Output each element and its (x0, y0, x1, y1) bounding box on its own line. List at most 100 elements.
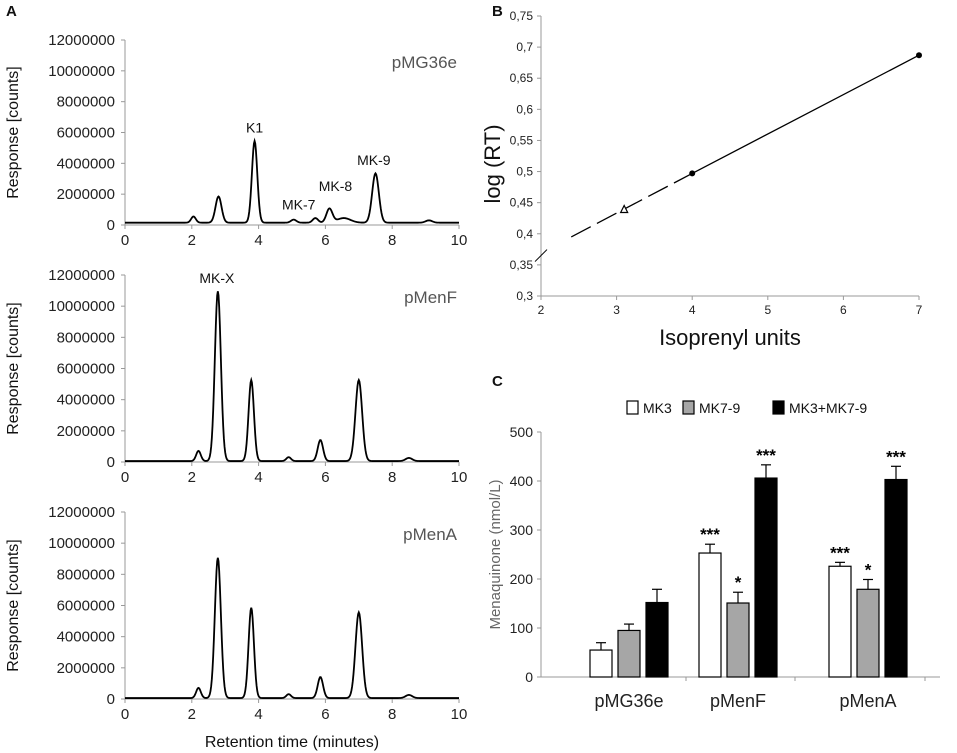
peak-label: MK-9 (357, 152, 391, 168)
x-tick-label: 2 (538, 303, 545, 317)
y-tick-label: 4000000 (57, 155, 115, 172)
x-tick-label: 0 (121, 232, 129, 249)
x-tick-label: 6 (321, 232, 329, 249)
panel-letter-a: A (6, 3, 17, 20)
x-tick-label: 0 (121, 706, 129, 723)
category-label: pMG36e (594, 691, 663, 711)
y-tick-label: 0,6 (516, 102, 533, 116)
y-tick-label: 0,75 (510, 9, 534, 23)
legend-label: MK3 (643, 400, 672, 416)
bar (828, 565, 852, 678)
y-tick-label: 100 (510, 620, 534, 636)
significance-label: *** (886, 447, 906, 466)
x-axis-title: Retention time (minutes) (205, 734, 379, 751)
chromatogram-pmena: 0 2000000 4000000 6000000 8000000 10000000 120… (5, 504, 467, 751)
y-tick-label: 0 (107, 454, 115, 471)
y-tick-label: 0,55 (510, 133, 534, 147)
legend-swatch (682, 400, 695, 415)
y-tick-label: 12000000 (48, 32, 115, 49)
bar (589, 649, 613, 678)
peak-label: MK-7 (282, 197, 316, 213)
chromatogram-pmg36e: 0 2000000 4000000 6000000 8000000 10000000 120… (5, 32, 467, 249)
x-tick-label: 6 (321, 469, 329, 486)
x-tick-label: 10 (451, 232, 468, 249)
x-tick-label: 4 (689, 303, 696, 317)
y-axis-title: Menaquinone (nmol/L) (487, 479, 504, 629)
panel-letter-b: B (492, 3, 503, 20)
x-tick-label: 4 (254, 232, 262, 249)
data-point (689, 170, 696, 177)
bar (884, 478, 908, 678)
x-tick-label: 6 (321, 706, 329, 723)
y-tick-label: 12000000 (48, 267, 115, 284)
chromatogram-trace (125, 557, 459, 699)
y-tick-label: 200 (510, 571, 534, 587)
y-tick-label: 0,45 (510, 196, 534, 210)
y-tick-label: 10000000 (48, 535, 115, 552)
x-tick-label: 5 (764, 303, 771, 317)
legend-label: MK7-9 (699, 400, 740, 416)
x-tick-label: 7 (916, 303, 923, 317)
y-tick-label: 0 (525, 669, 533, 685)
x-tick-label: 8 (388, 706, 396, 723)
y-tick-label: 6000000 (57, 598, 115, 615)
significance-label: * (865, 560, 872, 579)
y-tick-label: 12000000 (48, 504, 115, 521)
y-tick-label: 2000000 (57, 186, 115, 203)
y-axis-title: log (RT) (480, 124, 505, 203)
x-tick-label: 3 (613, 303, 620, 317)
legend-label: MK3+MK7-9 (789, 400, 867, 416)
sample-label: pMG36e (392, 53, 457, 72)
y-tick-label: 8000000 (57, 94, 115, 111)
x-tick-label: 2 (188, 469, 196, 486)
axis-break-mark (534, 249, 548, 262)
legend-swatch (626, 400, 639, 415)
y-tick-label: 6000000 (57, 125, 115, 142)
sample-label: pMenA (403, 525, 458, 544)
x-tick-label: 4 (254, 469, 262, 486)
sample-label: pMenF (404, 288, 457, 307)
y-axis-title: Response [counts] (5, 66, 22, 199)
bar (856, 588, 880, 678)
fit-line-solid (691, 54, 920, 174)
data-point-predicted (619, 204, 629, 214)
y-tick-label: 8000000 (57, 329, 115, 346)
x-tick-label: 8 (388, 232, 396, 249)
y-axis-title: Response [counts] (5, 539, 22, 672)
y-tick-label: 0,5 (516, 165, 533, 179)
chromatogram-trace (125, 137, 459, 224)
legend-swatch (772, 400, 785, 415)
chromatogram-trace (125, 291, 459, 462)
bar (726, 602, 750, 678)
x-tick-label: 2 (188, 232, 196, 249)
y-tick-label: 0,7 (516, 40, 533, 54)
panel-letter-c: C (492, 373, 503, 390)
chromatogram-pmenf: 0 2000000 4000000 6000000 8000000 10000000 120… (5, 267, 467, 486)
y-tick-label: 500 (510, 424, 534, 440)
y-tick-label: 6000000 (57, 361, 115, 378)
y-tick-label: 0,35 (510, 258, 534, 272)
data-point (916, 52, 922, 59)
x-tick-label: 4 (254, 706, 262, 723)
significance-label: *** (756, 446, 776, 465)
y-tick-label: 0,4 (516, 227, 533, 241)
x-tick-label: 10 (451, 706, 468, 723)
x-tick-label: 6 (840, 303, 847, 317)
y-axis-title: Response [counts] (5, 302, 22, 435)
y-tick-label: 0 (107, 691, 115, 708)
x-tick-label: 8 (388, 469, 396, 486)
x-tick-label: 2 (188, 706, 196, 723)
y-tick-label: 4000000 (57, 392, 115, 409)
significance-label: * (735, 573, 742, 592)
y-tick-label: 0,65 (510, 71, 534, 85)
peak-label: K1 (246, 120, 263, 136)
bar (754, 477, 778, 678)
y-tick-label: 300 (510, 522, 534, 538)
peak-label: MK-X (199, 270, 235, 286)
x-tick-label: 0 (121, 469, 129, 486)
category-label: pMenA (839, 691, 896, 711)
significance-label: *** (700, 525, 720, 544)
x-axis-title: Isoprenyl units (659, 325, 801, 350)
log-rt-plot: 0,3 0,35 0,4 0,45 0,5 0,55 0,6 0,65 0,7 0,75 2 3 4 5 6… (480, 9, 923, 350)
significance-label: *** (830, 543, 850, 562)
